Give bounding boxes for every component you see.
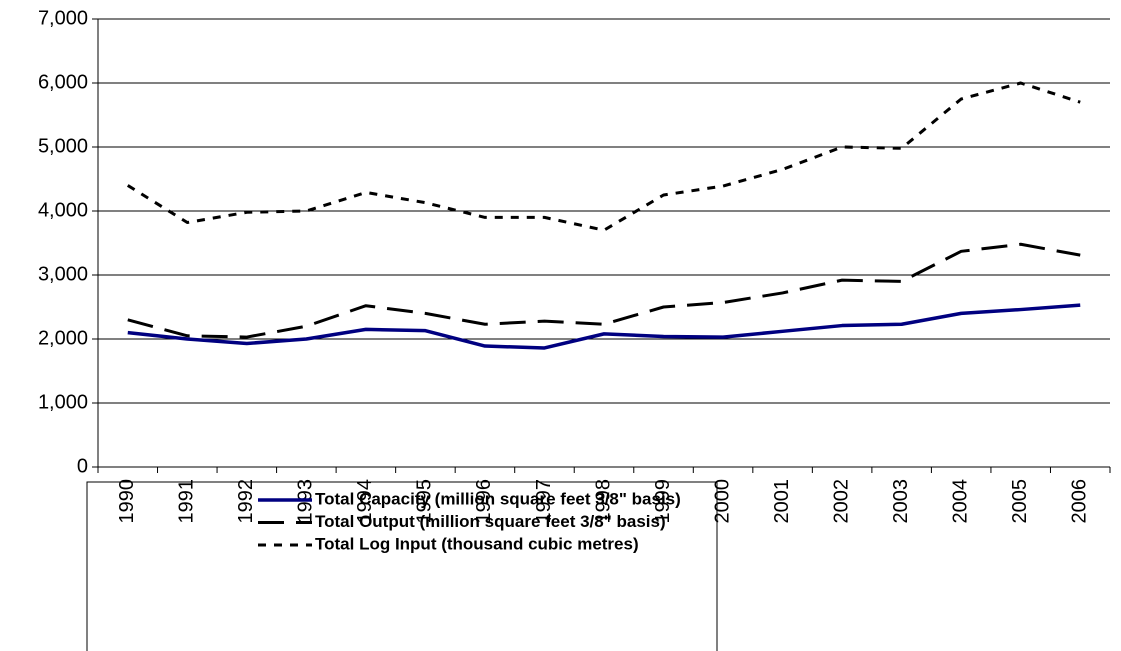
legend-label: Total Log Input (thousand cubic metres) <box>315 534 639 553</box>
x-tick-label: 1992 <box>235 479 257 524</box>
y-tick-label: 1,000 <box>38 391 88 413</box>
y-tick-label: 2,000 <box>38 327 88 349</box>
series-line <box>126 81 1081 232</box>
y-tick-label: 4,000 <box>38 199 88 221</box>
x-tick-label: 1994 <box>354 479 376 524</box>
x-tick-label: 2000 <box>711 479 733 524</box>
x-tick-label: 1998 <box>592 479 614 524</box>
legend-label: Total Output (million square feet 3/8" b… <box>315 512 666 531</box>
x-tick-label: 2003 <box>890 479 912 524</box>
series-line <box>127 303 1081 350</box>
x-tick-label: 1991 <box>176 479 198 524</box>
series-line <box>127 242 1081 339</box>
y-tick-label: 5,000 <box>38 135 88 157</box>
x-tick-label: 2005 <box>1009 479 1031 524</box>
x-tick-label: 1997 <box>533 479 555 524</box>
y-tick-label: 0 <box>77 455 88 477</box>
x-tick-label: 1995 <box>414 479 436 524</box>
legend-label: Total Capacity (million square feet 3/8"… <box>315 489 681 508</box>
y-tick-label: 6,000 <box>38 71 88 93</box>
y-tick-label: 7,000 <box>38 7 88 29</box>
x-tick-label: 1999 <box>652 479 674 524</box>
x-tick-label: 2001 <box>771 479 793 524</box>
legend-box <box>86 481 718 651</box>
x-tick-label: 1990 <box>116 479 138 524</box>
x-tick-label: 2002 <box>830 479 852 524</box>
y-tick-label: 3,000 <box>38 263 88 285</box>
x-tick-label: 2004 <box>949 479 971 524</box>
x-tick-label: 2006 <box>1069 479 1091 524</box>
x-tick-label: 1996 <box>473 479 495 524</box>
